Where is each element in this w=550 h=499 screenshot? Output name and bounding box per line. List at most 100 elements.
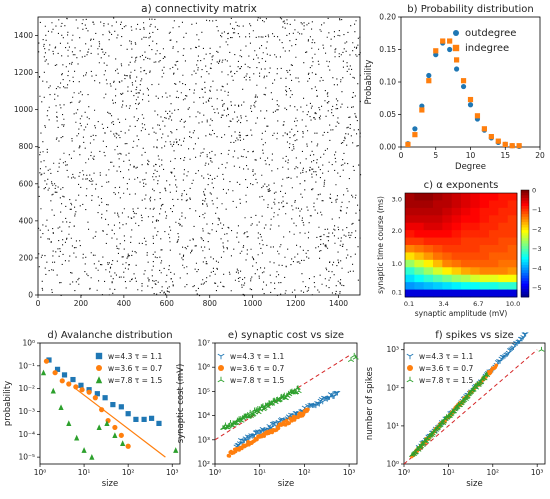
legend-label: w=4.3 τ = 1.1 xyxy=(419,352,473,361)
colorbar-segment xyxy=(521,246,529,250)
data-point xyxy=(502,141,508,147)
data-point xyxy=(104,420,110,427)
heatmap-cell xyxy=(423,193,434,201)
heatmap-cell xyxy=(489,215,499,224)
data-point xyxy=(50,387,56,394)
legend-label: outdegree xyxy=(465,28,516,39)
heatmap-cell xyxy=(414,230,425,238)
colorbar-tick-label: −2 xyxy=(532,225,542,233)
data-point xyxy=(125,411,131,417)
heatmap-cell xyxy=(507,200,518,209)
y-tick-label: 10⁷ xyxy=(197,339,210,348)
heatmap-cell xyxy=(451,222,462,231)
colorbar-segment xyxy=(521,288,529,293)
data-point xyxy=(70,376,76,383)
data-point xyxy=(283,423,288,427)
heatmap-cell xyxy=(461,245,471,253)
heatmap-cell xyxy=(433,207,443,216)
axes-frame xyxy=(39,342,181,465)
heatmap-cell xyxy=(433,237,443,246)
heatmap-cell xyxy=(414,193,425,201)
heatmap-cell xyxy=(470,222,481,231)
heatmap-cell xyxy=(405,274,415,283)
colorbar-segment xyxy=(521,280,529,285)
x-tick-label: 10² xyxy=(298,468,311,477)
colorbar-segment xyxy=(521,211,529,215)
x-tick-label: 10⁰ xyxy=(209,468,222,477)
data-point xyxy=(102,395,108,401)
axes-frame xyxy=(403,342,546,465)
heatmap-cell xyxy=(423,289,434,298)
heatmap-cell xyxy=(451,289,462,298)
data-point xyxy=(426,78,432,84)
colorbar-segment xyxy=(521,243,529,247)
heatmap-cell xyxy=(498,230,509,238)
heatmap-cell xyxy=(451,267,462,276)
data-point xyxy=(52,370,58,376)
legend-label: w=7.8 τ = 1.5 xyxy=(419,376,473,385)
heatmap-cell xyxy=(461,267,471,276)
heatmap-cell xyxy=(442,252,453,261)
heatmap-cell xyxy=(489,282,499,290)
heatmap-cell xyxy=(479,252,490,261)
heatmap-cell xyxy=(479,215,490,224)
heatmap-cell xyxy=(489,252,499,261)
data-point xyxy=(94,391,100,397)
heatmap-cell xyxy=(498,200,509,209)
y-tick-label: 3.0 xyxy=(392,196,402,204)
heatmap-cell xyxy=(405,200,415,209)
colorbar-segment xyxy=(521,195,529,199)
heatmap-cell xyxy=(479,274,490,283)
heatmap-cell xyxy=(479,289,490,298)
y-tick-label: 10⁶ xyxy=(197,363,210,372)
data-point xyxy=(227,454,232,458)
x-tick-label: 10¹ xyxy=(78,468,91,477)
heatmap-cell xyxy=(507,237,518,246)
x-tick-label: 10¹ xyxy=(442,468,455,477)
y-tick-label: 1200 xyxy=(14,68,33,77)
y-tick-label: 10⁻⁵ xyxy=(18,453,35,462)
colorbar-segment xyxy=(521,192,529,196)
heatmap-cell xyxy=(405,282,415,290)
y-tick-label: 0.05 xyxy=(379,110,396,119)
heatmap-cell xyxy=(433,245,443,253)
colorbar-segment xyxy=(521,267,529,271)
colorbar-segment xyxy=(521,190,529,194)
heatmap-cell xyxy=(442,222,453,231)
heatmap-cell xyxy=(405,245,415,253)
colorbar-segment xyxy=(521,227,529,231)
colorbar-segment xyxy=(521,198,529,202)
data-point xyxy=(454,66,460,72)
axes-frame xyxy=(214,342,358,465)
colorbar-segment xyxy=(521,259,529,263)
panel-avalanche-distribution: d) Avalanche distribution 10⁰ 10¹ 10² 10³ 10⁻… xyxy=(3,330,181,489)
data-point xyxy=(255,437,259,442)
colorbar-segment xyxy=(521,256,529,260)
data-point xyxy=(481,126,487,132)
y-tick-label: 10⁻² xyxy=(18,384,35,393)
heatmap-cell xyxy=(423,222,434,231)
heatmap-cell xyxy=(423,252,434,261)
heatmap-cell xyxy=(479,200,490,209)
colorbar-segment xyxy=(521,235,529,239)
x-tick-label: 0 xyxy=(399,151,404,160)
heatmap-cell xyxy=(470,207,481,216)
legend-label: w=7.8 τ = 1.5 xyxy=(108,376,162,385)
heatmap-cell xyxy=(470,215,481,224)
chart-title: e) synaptic cost vs size xyxy=(228,330,344,341)
data-point xyxy=(467,102,474,108)
y-tick-label: 10⁻³ xyxy=(18,407,35,416)
colorbar-segment xyxy=(521,208,529,212)
heatmap-cell xyxy=(414,207,425,216)
x-axis-label: Degree xyxy=(455,162,486,172)
x-tick-label: 10² xyxy=(122,468,135,477)
heatmap-cell xyxy=(442,215,453,224)
heatmap-cell xyxy=(470,237,481,246)
colorbar-segment xyxy=(521,254,529,258)
heatmap-cell xyxy=(451,200,462,209)
heatmap-cell xyxy=(479,282,490,290)
heatmap-cell xyxy=(461,282,471,290)
heatmap-cell xyxy=(461,222,471,231)
data-point xyxy=(440,38,446,44)
heatmap-cell xyxy=(498,252,509,261)
